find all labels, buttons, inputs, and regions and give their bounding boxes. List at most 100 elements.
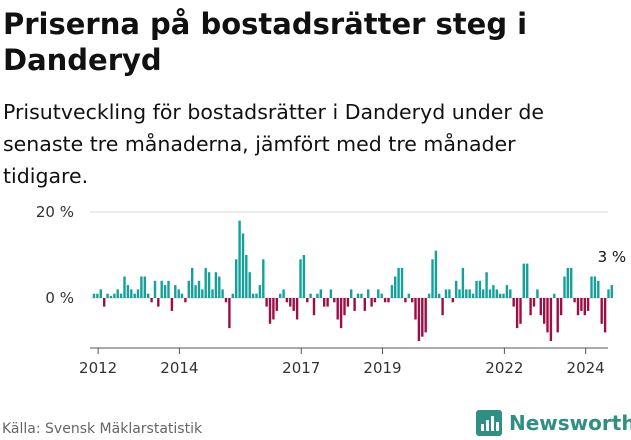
bar (607, 289, 610, 298)
bar (580, 298, 583, 311)
source-note: Källa: Svensk Mäklarstatistik (2, 421, 203, 437)
bar (488, 289, 492, 298)
bar (427, 293, 431, 298)
newsworthy-logo[interactable]: Newsworthy (475, 406, 631, 440)
bar (268, 298, 272, 324)
bar (468, 289, 471, 298)
axes: 2012 2014 2017 2019 2022 2024 (79, 347, 608, 377)
bar (421, 298, 424, 337)
bar (248, 272, 251, 298)
bar (363, 298, 366, 311)
bar (356, 293, 360, 298)
bar (444, 289, 448, 298)
chart-subtitle: Prisutveckling för bostadsrätter i Dande… (3, 100, 544, 188)
bar (367, 289, 370, 298)
latest-value-label: 3 % (598, 248, 627, 266)
bar (583, 298, 586, 316)
bar (251, 293, 255, 298)
bars (92, 220, 613, 341)
bar (536, 289, 539, 298)
bar (603, 298, 607, 333)
bar (512, 298, 515, 307)
bar (407, 293, 410, 298)
bar (160, 280, 163, 298)
bar (197, 280, 201, 298)
bar (255, 293, 258, 298)
bar (207, 272, 211, 298)
y-tick-label: 20 % (36, 203, 74, 221)
bar (543, 298, 546, 324)
bar (113, 293, 116, 298)
bar (187, 280, 190, 298)
x-tick-label: 2017 (282, 359, 320, 377)
bar (438, 293, 441, 298)
bar (282, 289, 285, 298)
bar (285, 298, 289, 303)
bar (258, 285, 262, 298)
bar (539, 298, 542, 316)
bar (299, 259, 302, 298)
y-tick-label: 0 % (45, 289, 74, 307)
bar (329, 289, 333, 298)
bar (465, 289, 468, 298)
bar (136, 289, 140, 298)
bar (458, 289, 461, 298)
bar (119, 293, 123, 298)
bar (221, 289, 224, 298)
bar (505, 285, 509, 298)
bar (441, 298, 444, 316)
bar (411, 298, 414, 303)
bar (448, 289, 451, 298)
bar (245, 255, 248, 298)
bar (586, 298, 590, 311)
bar (590, 276, 593, 298)
bar (109, 295, 113, 298)
bar (492, 285, 495, 298)
bar (143, 276, 146, 298)
bar (377, 289, 380, 298)
bar (546, 298, 549, 333)
bar (92, 293, 96, 298)
bar (434, 250, 438, 298)
x-tick-label: 2014 (160, 359, 198, 377)
bar (390, 285, 394, 298)
bar (549, 298, 553, 341)
bar (265, 298, 268, 307)
bar (126, 285, 130, 298)
bar (383, 298, 387, 303)
bar (424, 298, 427, 333)
bar (333, 298, 336, 303)
bar (238, 220, 241, 298)
bar (499, 293, 502, 298)
bar (360, 293, 363, 298)
bar (519, 298, 522, 324)
bar (140, 276, 143, 298)
bar (343, 298, 346, 316)
bar (515, 298, 519, 329)
bar (597, 280, 600, 298)
bar (394, 276, 397, 298)
bar (353, 298, 356, 311)
x-tick-label: 2012 (79, 359, 117, 377)
bar (153, 280, 157, 298)
bar (509, 289, 512, 298)
bar (556, 298, 559, 333)
x-tick-label: 2024 (567, 359, 605, 377)
bar (211, 289, 214, 298)
x-tick-label: 2022 (485, 359, 523, 377)
bar (471, 293, 475, 298)
bar (339, 298, 343, 329)
bar (553, 293, 556, 298)
bar (455, 280, 458, 298)
bar (184, 298, 187, 303)
bar (116, 289, 119, 298)
bar (336, 298, 339, 320)
bar (576, 298, 580, 316)
bar (174, 285, 177, 298)
bar (485, 272, 488, 298)
bar (414, 298, 417, 320)
bar (302, 255, 306, 298)
bar (559, 298, 563, 316)
bar (170, 298, 174, 311)
bar (204, 267, 207, 298)
